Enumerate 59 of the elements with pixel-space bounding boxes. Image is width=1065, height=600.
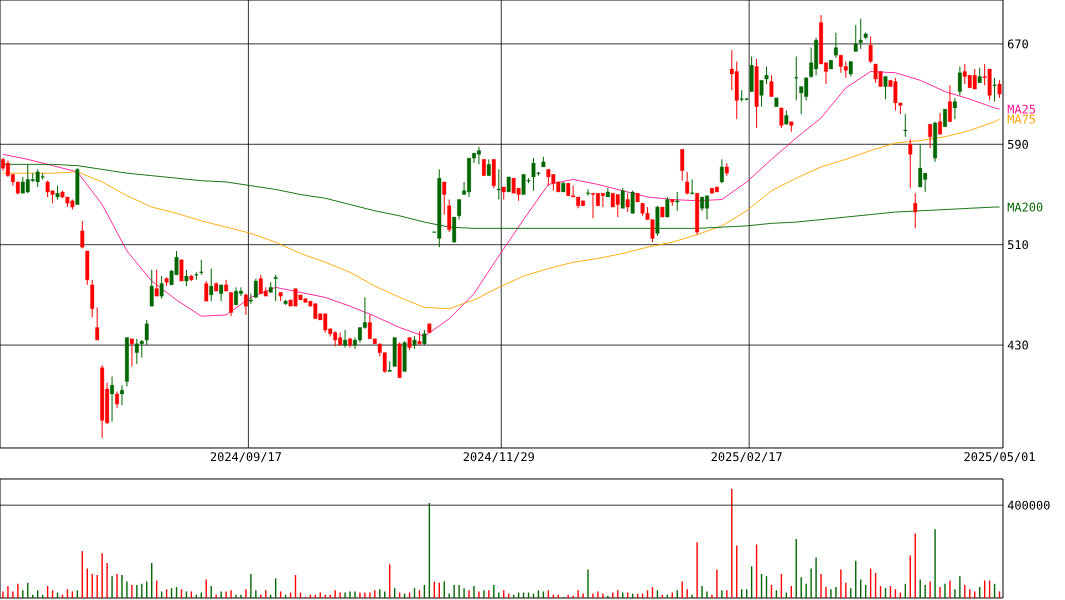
candlestick (129, 338, 134, 367)
candlestick (442, 181, 447, 216)
candlestick (948, 84, 952, 123)
candlestick (689, 178, 695, 195)
candlestick (209, 268, 214, 302)
candlestick (938, 112, 942, 135)
candlestick (625, 192, 630, 213)
x-tick-label: 2025/05/01 (964, 452, 1035, 463)
candlestick (928, 123, 933, 149)
candlestick (521, 173, 526, 195)
candlestick (120, 384, 124, 406)
candlestick (273, 274, 278, 302)
y-tick-label: 510 (1008, 240, 1028, 250)
candlestick (110, 375, 114, 423)
candlestick (913, 192, 918, 229)
candlestick (759, 79, 764, 108)
candlestick (447, 199, 452, 233)
x-tick-label: 2024/09/17 (210, 452, 281, 463)
candlestick (793, 55, 799, 101)
candlestick (204, 280, 209, 302)
candlestick (95, 306, 100, 341)
y-tick-label: 590 (1008, 139, 1028, 149)
series-label: MA75 (1007, 114, 1036, 124)
candlestick (620, 187, 625, 209)
candlestick (343, 329, 348, 349)
candlestick (769, 74, 774, 98)
candlestick (883, 76, 888, 100)
candlestick (496, 168, 502, 201)
candlestick (159, 275, 164, 300)
candlestick (531, 157, 536, 192)
candlestick (154, 269, 159, 297)
candlestick (779, 107, 784, 129)
candlestick (585, 188, 591, 197)
candlestick (600, 192, 605, 208)
candlestick (858, 18, 863, 50)
candlestick (908, 138, 913, 189)
candlestick (833, 32, 838, 59)
candlestick (868, 35, 873, 64)
y-tick-label: 670 (1007, 39, 1028, 49)
x-tick-label: 2024/11/29 (463, 452, 534, 463)
candlestick (229, 291, 233, 317)
candlestick (80, 220, 85, 249)
x-tick-label: 2025/02/17 (711, 452, 782, 463)
candlestick (853, 24, 858, 52)
y-tick-label: 430 (1007, 340, 1028, 350)
series-label: MA200 (1007, 202, 1043, 212)
candlestick (680, 148, 685, 182)
series-label: MA25 (1007, 104, 1036, 114)
candlestick (675, 191, 680, 212)
candlestick (144, 319, 149, 346)
candlestick (387, 360, 392, 372)
candlestick (90, 279, 95, 318)
candlestick (739, 89, 745, 103)
candlestick (179, 259, 184, 282)
candlestick (665, 196, 670, 218)
candlestick (952, 97, 957, 120)
candlestick (957, 65, 962, 96)
candlestick (149, 269, 154, 307)
text: 400000 (1007, 500, 1050, 510)
